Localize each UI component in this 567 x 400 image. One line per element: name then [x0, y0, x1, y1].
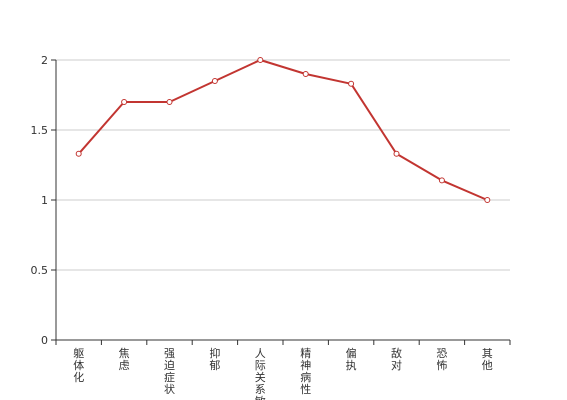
x-category-label: 人际关系敏感 [255, 347, 266, 400]
x-category-label: 其他 [482, 347, 493, 372]
y-axis: 0 0.5 1 1.5 2 [31, 54, 57, 347]
x-axis: 躯体化 焦虑 强迫症状 抑郁 人际关系敏感 精神病性 偏执 敌对 恐怖 其他 [55, 339, 511, 400]
data-point[interactable] [257, 57, 264, 63]
data-point[interactable] [211, 78, 218, 84]
series-line [77, 59, 488, 201]
x-category-label: 抑郁 [209, 346, 220, 372]
y-tick-label: 1.5 [31, 124, 49, 137]
y-tick-label: 0.5 [31, 264, 49, 277]
data-point[interactable] [484, 197, 491, 203]
grid-lines [56, 59, 510, 271]
series-line-group [77, 59, 488, 201]
data-point[interactable] [121, 99, 128, 105]
data-points [75, 57, 491, 203]
data-point[interactable] [348, 80, 355, 87]
data-point[interactable] [438, 177, 445, 184]
x-category-label: 精神病性 [300, 347, 311, 396]
x-category-label: 偏执 [346, 346, 357, 372]
x-category-label: 恐怖 [436, 347, 447, 372]
data-point[interactable] [75, 150, 82, 157]
y-tick-label: 1 [41, 194, 48, 207]
x-category-label: 敌对 [391, 346, 402, 372]
x-category-label: 焦虑 [119, 347, 130, 372]
data-point[interactable] [393, 150, 400, 157]
x-category-label: 躯体化 [73, 347, 84, 384]
data-point[interactable] [166, 99, 173, 105]
y-tick-label: 2 [41, 54, 48, 67]
data-point[interactable] [302, 71, 309, 77]
y-tick-label: 0 [41, 334, 48, 347]
x-category-label: 强迫症状 [164, 347, 175, 396]
